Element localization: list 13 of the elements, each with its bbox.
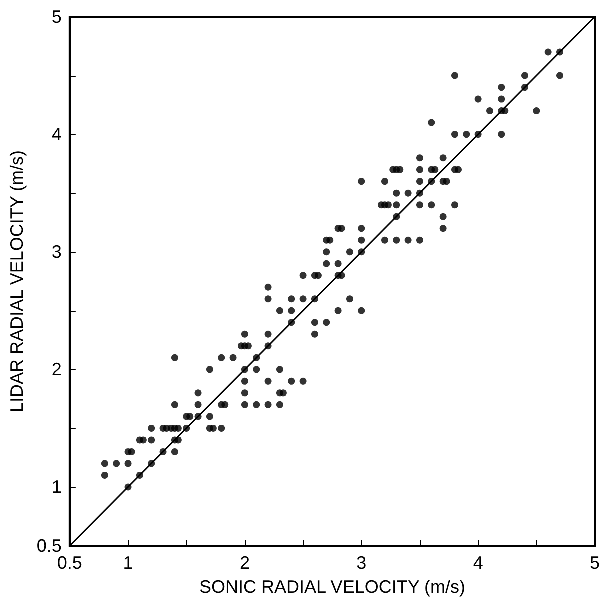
y-tick-label: 2 (52, 360, 62, 380)
x-axis-title: SONIC RADIAL VELOCITY (m/s) (199, 577, 466, 597)
y-axis-title: LIDAR RADIAL VELOCITY (m/s) (7, 150, 27, 413)
y-tick-label: 5 (52, 7, 62, 27)
x-tick-label: 3 (356, 553, 367, 573)
x-tick-label: 4 (473, 553, 484, 573)
y-tick-label: 1 (52, 477, 62, 498)
x-tick-label: 1 (123, 553, 134, 573)
y-tick-label: 3 (52, 242, 62, 262)
x-tick-label: 5 (590, 553, 600, 573)
y-tick-label: 0.5 (36, 536, 62, 556)
x-tick-label: 2 (240, 553, 250, 573)
y-tick-label: 4 (52, 124, 62, 145)
